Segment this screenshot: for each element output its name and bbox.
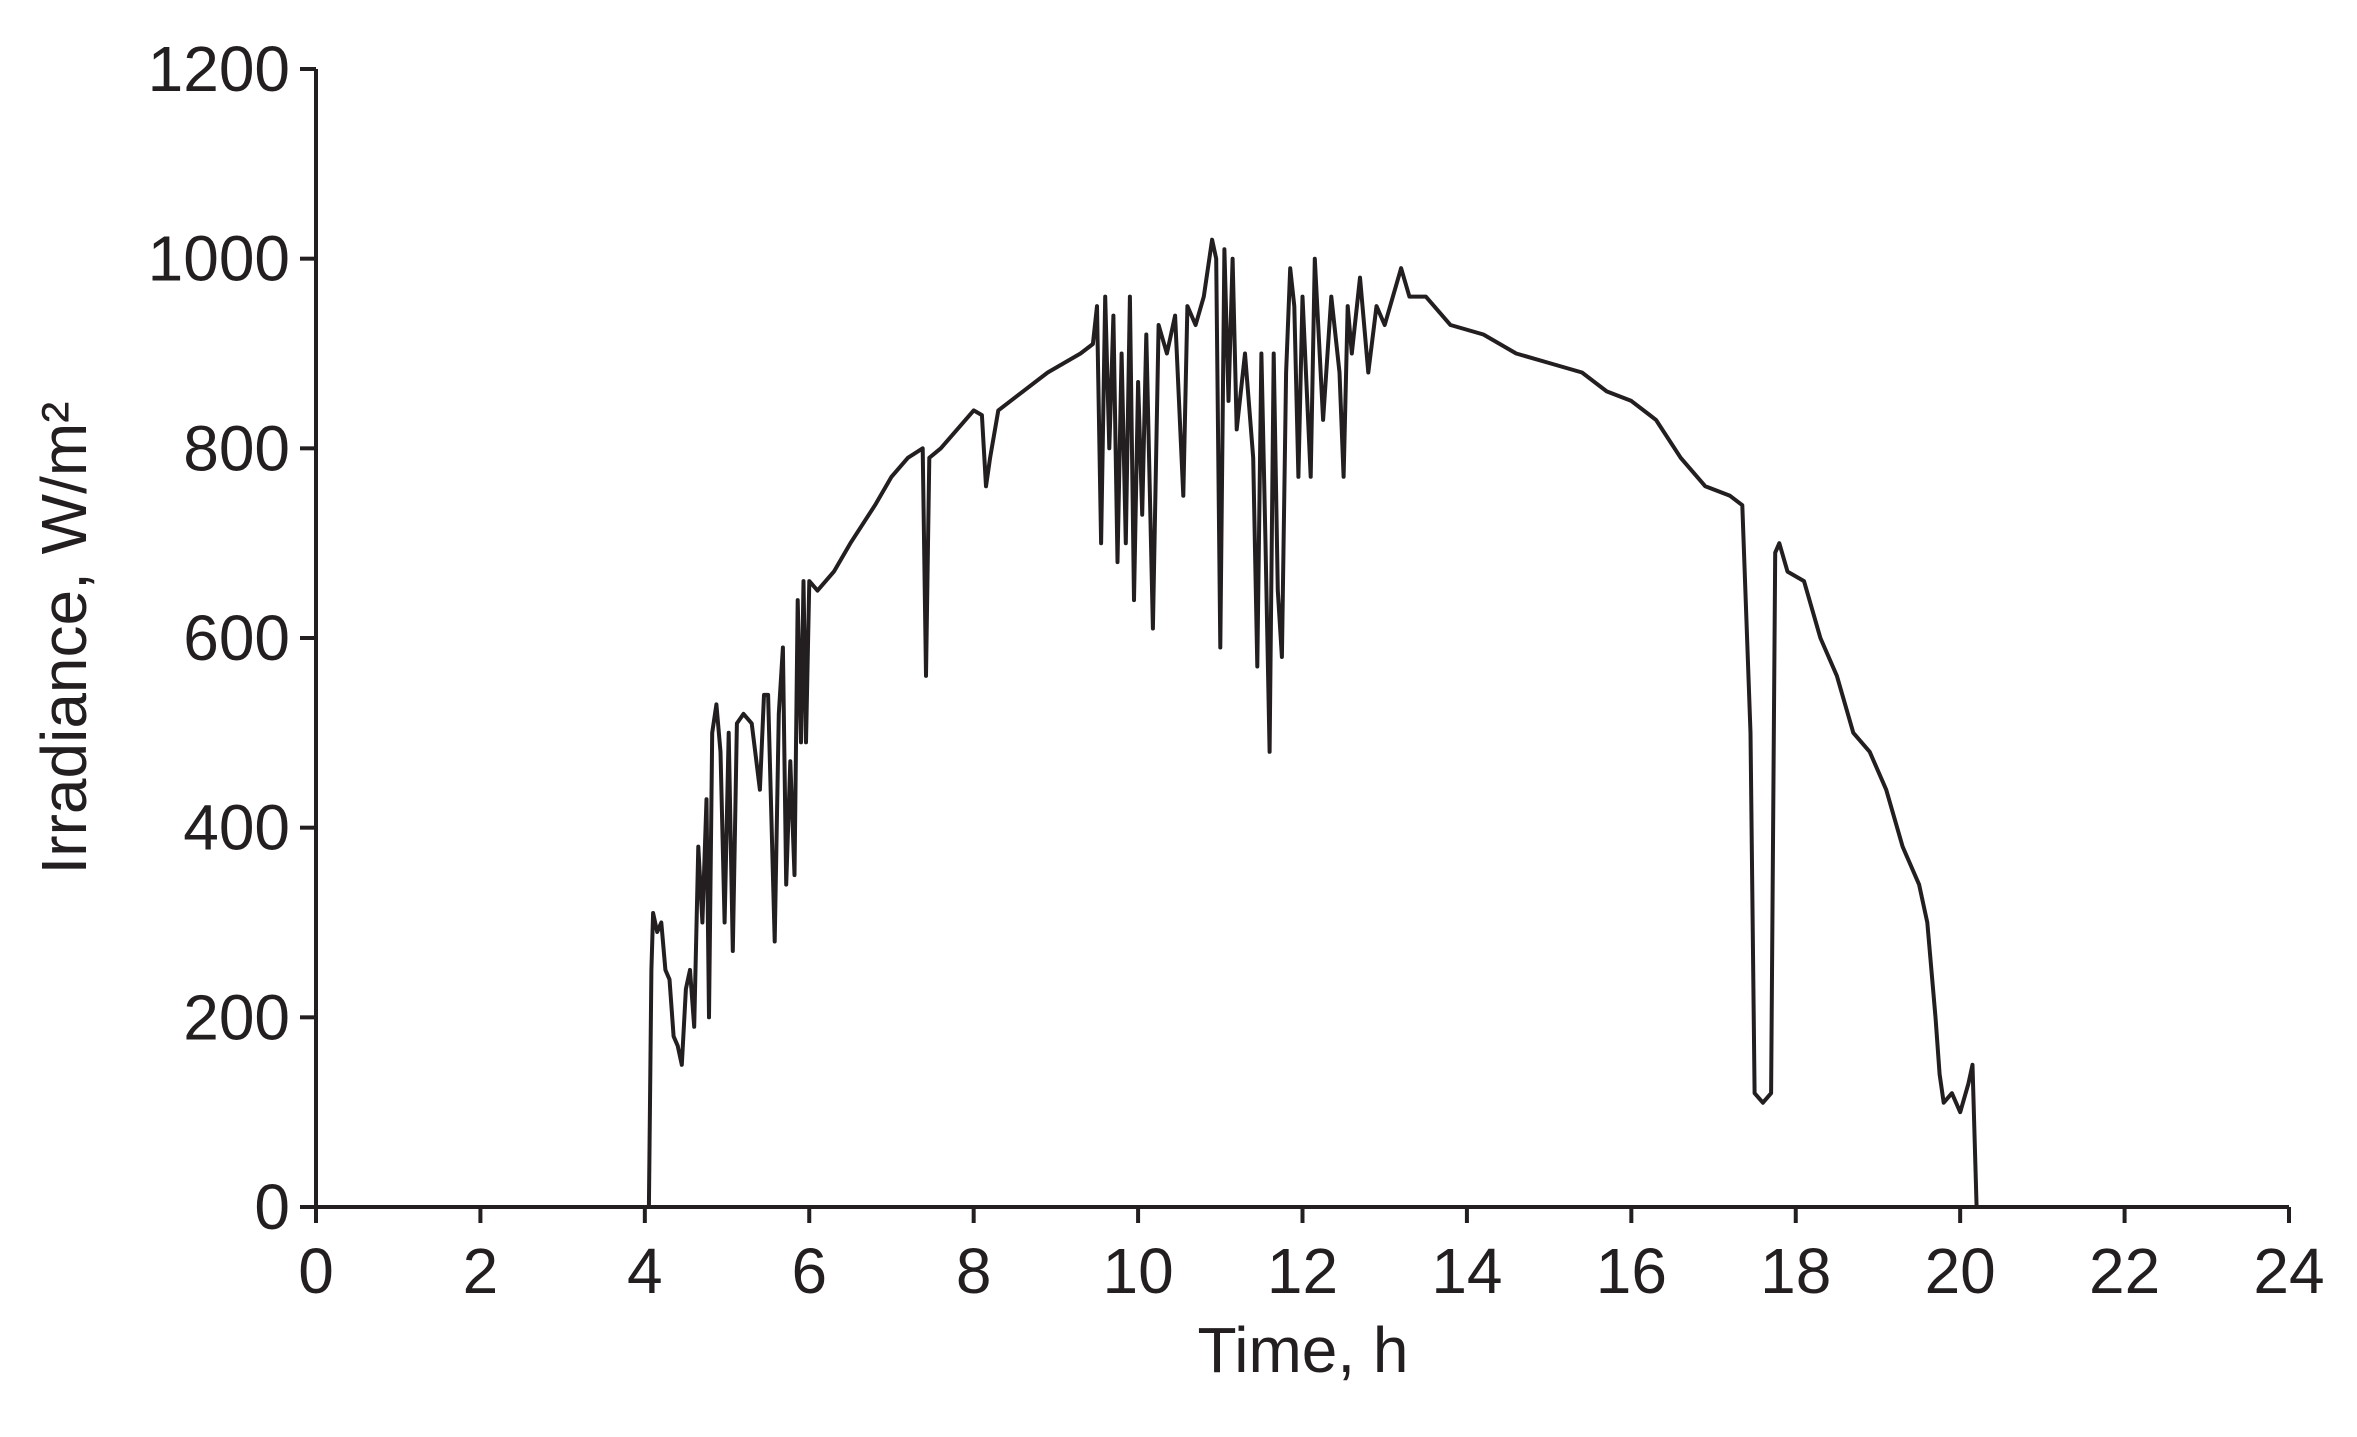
x-tick-label: 24 — [2253, 1235, 2324, 1307]
x-tick-label: 4 — [627, 1235, 663, 1307]
x-tick-label: 22 — [2089, 1235, 2160, 1307]
x-tick-label: 14 — [1431, 1235, 1502, 1307]
x-tick-label: 12 — [1267, 1235, 1338, 1307]
x-tick-label: 20 — [1925, 1235, 1996, 1307]
y-tick-label: 0 — [254, 1171, 290, 1243]
x-tick-label: 16 — [1596, 1235, 1667, 1307]
x-axis-label: Time, h — [1198, 1314, 1409, 1386]
x-tick-label: 8 — [956, 1235, 992, 1307]
y-tick-label: 800 — [183, 412, 290, 484]
x-tick-label: 10 — [1102, 1235, 1173, 1307]
y-tick-label: 200 — [183, 981, 290, 1053]
x-tick-label: 0 — [298, 1235, 334, 1307]
y-tick-label: 400 — [183, 792, 290, 864]
data-line — [316, 237, 2289, 1209]
y-tick-label: 1200 — [148, 33, 290, 105]
x-tick-label: 6 — [791, 1235, 827, 1307]
x-tick-label: 2 — [463, 1235, 499, 1307]
y-tick-label: 1000 — [148, 223, 290, 295]
x-tick-label: 18 — [1760, 1235, 1831, 1307]
y-tick-label: 600 — [183, 602, 290, 674]
y-axis-label: Irradiance, W/m² — [28, 402, 100, 875]
